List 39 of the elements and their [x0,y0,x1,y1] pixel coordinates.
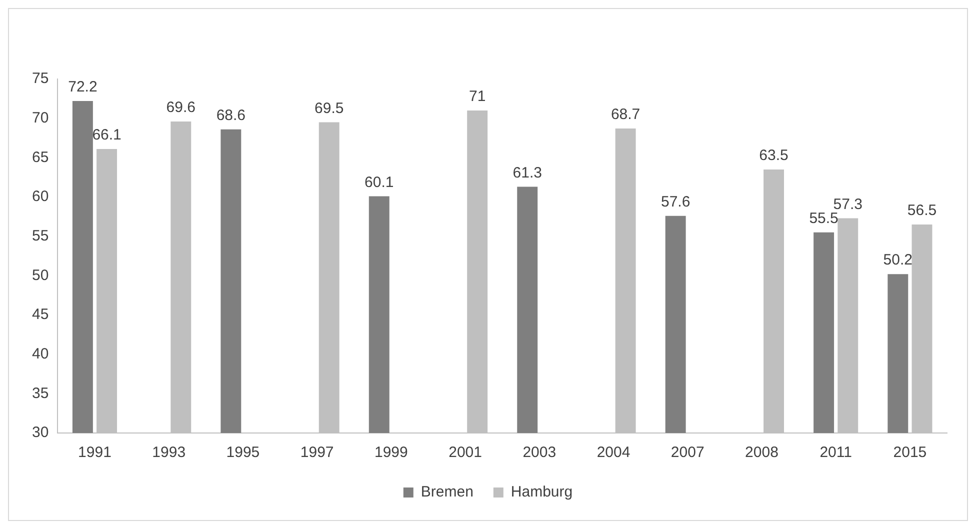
x-tick-label: 2004 [596,444,630,462]
data-label: 66.1 [92,126,122,144]
x-tick-label: 1995 [226,444,260,462]
x-tick-label: 2001 [448,444,482,462]
y-tick-label: 75 [32,70,49,88]
y-tick-label: 45 [32,306,49,324]
data-label: 68.7 [610,106,640,124]
data-label: 57.6 [660,194,690,211]
data-label: 55.5 [809,210,838,228]
data-label: 69.6 [166,99,196,116]
x-tick-label: 2007 [670,444,704,462]
legend-label: Bremen [420,484,474,501]
y-tick-label: 40 [32,345,49,362]
x-tick-label: 1991 [78,444,112,462]
y-tick-label: 35 [32,384,49,402]
x-tick-label: 1993 [152,444,186,462]
x-tick-label: 2003 [522,444,556,462]
data-label: 63.5 [759,147,788,164]
y-tick-label: 55 [32,227,49,244]
x-tick-label: 1999 [374,444,408,462]
data-label: 50.2 [883,252,913,269]
legend-label: Hamburg [510,484,573,501]
data-label: 57.3 [833,196,862,213]
data-label: 69.5 [314,100,344,117]
data-label: 72.2 [68,78,98,96]
y-tick-label: 65 [32,148,49,166]
x-tick-label: 2008 [745,444,778,462]
y-tick-label: 50 [32,266,49,284]
y-tick-label: 60 [32,188,49,206]
data-label: 68.6 [216,106,246,124]
y-tick-label: 30 [32,424,49,442]
data-label: 60.1 [364,174,394,191]
x-tick-label: 2011 [820,444,852,462]
y-tick-label: 70 [32,109,49,126]
x-tick-label: 2015 [893,444,927,462]
data-label: 56.5 [907,202,937,220]
data-label: 71 [468,88,486,106]
x-tick-label: 1997 [300,444,334,462]
data-label: 61.3 [512,164,542,182]
